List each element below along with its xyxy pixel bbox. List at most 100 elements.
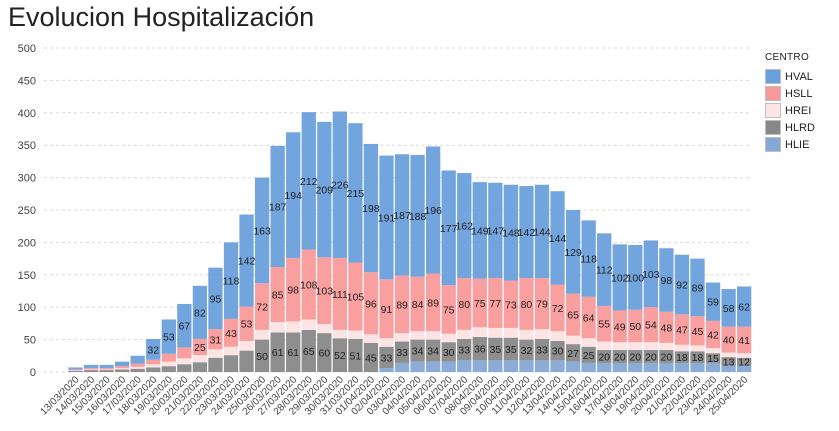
data-label-hsll: 50 [629, 321, 641, 333]
bar-segment-hval [472, 182, 487, 279]
data-label-hlrd: 15 [707, 353, 719, 365]
legend-item-hlrd: HLRD [765, 119, 815, 136]
bar-segment-hlrd [317, 333, 332, 372]
data-label-hval: 129 [564, 247, 582, 259]
data-label-hval: 62 [738, 302, 750, 314]
bar-segment-hsll [581, 296, 596, 339]
bar-segment-hrei [332, 329, 347, 339]
data-label-hsll: 64 [583, 313, 595, 325]
bar-segment-hlrd [550, 340, 565, 361]
data-labels: 3253672582319543118531425072163618518761… [147, 176, 750, 369]
bar-segment-hlrd [177, 364, 192, 372]
bar-segment-hval [659, 248, 674, 312]
bar-segment-hsll [348, 262, 363, 331]
bar-segment-hlie [503, 360, 519, 372]
bar-segment-hrei [534, 329, 550, 339]
data-label-hsll: 108 [300, 280, 318, 292]
data-label-hlrd: 20 [645, 351, 657, 363]
bar-segment-hsll [317, 257, 332, 325]
data-label-hsll: 84 [412, 299, 424, 311]
bar-segment-hrei [737, 353, 752, 358]
bar-segment-hsll [503, 280, 519, 328]
bar-segment-hval [130, 355, 145, 364]
bar-segment-hlrd [394, 341, 410, 363]
data-label-hval: 58 [723, 303, 735, 315]
data-label-hval: 212 [300, 176, 318, 188]
data-label-hval: 198 [362, 203, 380, 215]
y-tick-label: 250 [18, 205, 36, 217]
data-label-hsll: 53 [241, 319, 253, 331]
bar-segment-hval [177, 303, 192, 348]
data-label-hsll: 80 [521, 299, 533, 311]
data-label-hval: 89 [692, 282, 704, 294]
x-axis: 13/03/202014/03/202015/03/202016/03/2020… [38, 374, 750, 417]
data-label-hlrd: 12 [738, 357, 750, 369]
bar-segment-hrei [177, 358, 192, 365]
bar-segment-hlrd [83, 370, 99, 372]
bar-segment-hlrd [457, 338, 472, 361]
bar-segment-hrei [130, 366, 145, 369]
bar-segment-hlrd [503, 337, 519, 361]
bar-segment-hval [254, 177, 270, 284]
data-label-hsll: 111 [332, 289, 348, 301]
bar-segment-hlrd [223, 355, 239, 372]
data-label-hsll: 79 [536, 299, 548, 311]
data-label-hval: 142 [518, 227, 536, 239]
bar-segment-hsll [161, 353, 176, 362]
data-label-hlrd: 60 [318, 348, 330, 360]
bar-segment-hlrd [674, 351, 690, 363]
data-label-hval: 188 [409, 211, 427, 223]
bar-segment-hsll [426, 273, 441, 332]
bar-segment-hlie [457, 360, 472, 372]
bar-segment-hval [270, 145, 285, 268]
bar-segment-hsll [534, 278, 550, 330]
legend-swatch-hsll [765, 86, 781, 101]
bar-segment-hsll [239, 306, 254, 341]
data-label-hval: 82 [194, 307, 206, 319]
data-label-hval: 196 [424, 205, 442, 217]
data-label-hval: 100 [627, 272, 645, 284]
data-label-hsll: 72 [552, 303, 564, 315]
bar-segment-hval [332, 111, 347, 258]
bar-segment-hrei [441, 333, 456, 343]
chart-title: Evolucion Hospitalización [8, 2, 315, 32]
data-label-hsll: 89 [427, 297, 439, 309]
bar-segment-hsll [363, 272, 379, 335]
bar-segment-hlie [581, 362, 596, 372]
data-label-hlrd: 36 [474, 344, 486, 356]
bar-segment-hval [192, 285, 208, 339]
data-label-hval: 226 [331, 180, 349, 192]
bar-segment-hval [565, 210, 581, 294]
bar-segment-hsll [659, 311, 674, 343]
bar-segment-hlrd [628, 349, 643, 363]
data-label-hval: 144 [533, 226, 551, 238]
legend-swatch-hval [765, 69, 781, 84]
bar-segment-hsll [721, 326, 736, 353]
bar-segment-hlrd [612, 349, 627, 363]
bar-segment-hlrd [472, 337, 487, 361]
data-label-hsll: 65 [567, 310, 579, 322]
data-label-hsll: 25 [194, 342, 206, 354]
bar-segment-hrei [348, 330, 363, 339]
bar-segment-hlie [643, 362, 658, 372]
bar-segment-hval [488, 182, 503, 279]
bar-segment-hlrd [301, 329, 316, 372]
bar-segment-hval [628, 244, 643, 310]
bar-segment-hlrd [68, 370, 83, 372]
bar-segment-hsll [643, 307, 658, 343]
bar-segment-hlie [550, 360, 565, 372]
bar-segment-hsll [457, 278, 472, 330]
bar-segment-hrei [550, 331, 565, 341]
bar-segment-hlie [534, 360, 550, 372]
data-label-hlrd: 34 [412, 346, 424, 358]
data-label-hlrd: 20 [614, 351, 626, 363]
bar-segment-hrei [223, 346, 239, 356]
data-label-hval: 148 [502, 228, 520, 240]
bar-segment-hval [426, 146, 441, 274]
bar-segment-hsll [394, 275, 410, 334]
bar-segment-hval [581, 220, 596, 297]
data-label-hsll: 103 [316, 286, 334, 298]
bar-segment-hrei [161, 361, 176, 367]
data-label-hsll: 49 [614, 321, 626, 333]
data-label-hsll: 54 [645, 320, 657, 332]
